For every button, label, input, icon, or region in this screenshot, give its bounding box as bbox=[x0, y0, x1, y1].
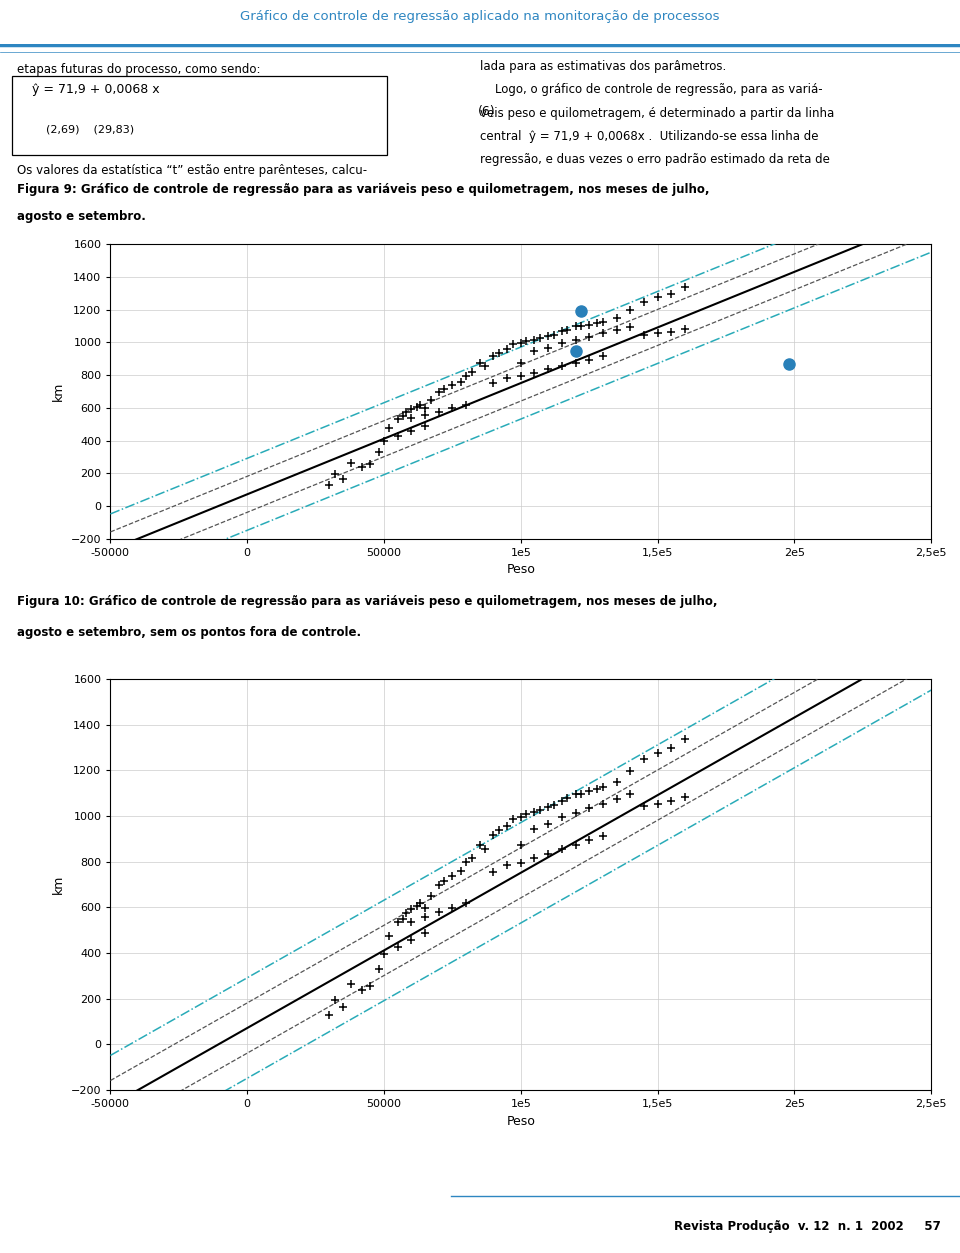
Text: regressão, e duas vezes o erro padrão estimado da reta de: regressão, e duas vezes o erro padrão es… bbox=[480, 153, 829, 165]
Text: Revista Produção  v. 12  n. 1  2002     57: Revista Produção v. 12 n. 1 2002 57 bbox=[674, 1220, 941, 1233]
Text: Figura 10: Gráfico de controle de regressão para as variáveis peso e quilometrag: Figura 10: Gráfico de controle de regres… bbox=[17, 595, 718, 608]
Text: Os valores da estatística “t” estão entre parênteses, calcu-: Os valores da estatística “t” estão entr… bbox=[17, 164, 368, 177]
Text: (6): (6) bbox=[478, 105, 495, 118]
Text: agosto e setembro, sem os pontos fora de controle.: agosto e setembro, sem os pontos fora de… bbox=[17, 626, 361, 639]
Y-axis label: km: km bbox=[52, 382, 65, 401]
Text: central  ŷ = 71,9 + 0,0068x .  Utilizando-se essa linha de: central ŷ = 71,9 + 0,0068x . Utilizando-… bbox=[480, 130, 819, 143]
Text: (2,69)    (29,83): (2,69) (29,83) bbox=[32, 124, 133, 134]
Text: agosto e setembro.: agosto e setembro. bbox=[17, 211, 146, 223]
X-axis label: Peso: Peso bbox=[506, 564, 536, 576]
Text: Logo, o gráfico de controle de regressão, para as variá-: Logo, o gráfico de controle de regressão… bbox=[480, 83, 823, 96]
Text: ŷ = 71,9 + 0,0068 x: ŷ = 71,9 + 0,0068 x bbox=[32, 83, 159, 95]
Text: Gráfico de controle de regressão aplicado na monitoração de processos: Gráfico de controle de regressão aplicad… bbox=[240, 10, 720, 24]
Y-axis label: km: km bbox=[52, 875, 65, 895]
FancyBboxPatch shape bbox=[12, 75, 387, 154]
Text: etapas futuras do processo, como sendo:: etapas futuras do processo, como sendo: bbox=[17, 63, 261, 75]
X-axis label: Peso: Peso bbox=[506, 1115, 536, 1128]
Text: Figura 9: Gráfico de controle de regressão para as variáveis peso e quilometrage: Figura 9: Gráfico de controle de regress… bbox=[17, 183, 709, 195]
Text: lada para as estimativas dos parâmetros.: lada para as estimativas dos parâmetros. bbox=[480, 60, 727, 73]
Text: veis peso e quilometragem, é determinado a partir da linha: veis peso e quilometragem, é determinado… bbox=[480, 107, 834, 119]
